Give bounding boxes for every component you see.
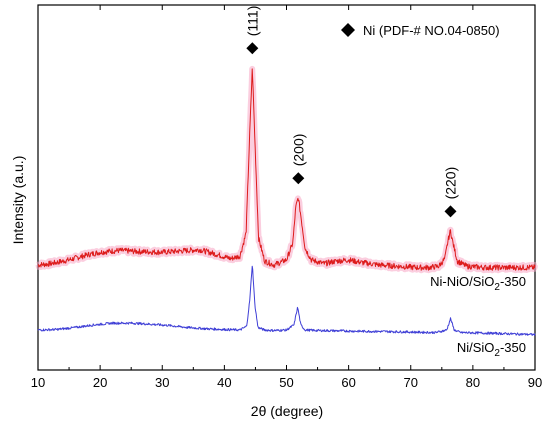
series-label-part: -350 [500,340,526,355]
series-line-1 [37,265,536,336]
x-tick-label-10: 10 [31,375,45,390]
series-label-ni-sio2-350: Ni/SiO2-350 [457,340,526,359]
x-tick-label-40: 40 [217,375,231,390]
peak-marker-2 [444,205,457,218]
series-label-part: -350 [500,274,526,289]
x-tick-label-30: 30 [155,375,169,390]
x-tick-label-50: 50 [279,375,293,390]
peak-label-1: (200) [290,134,306,167]
series-label-part: Ni/SiO [457,340,495,355]
plot-frame [37,4,536,371]
legend-diamond-marker [341,23,355,37]
x-tick-label-20: 20 [93,375,107,390]
peak-marker-0 [246,42,259,55]
peak-marker-1 [292,172,305,185]
x-axis-label: 2θ (degree) [251,403,323,419]
series-label-subscript: 2 [494,348,500,359]
peak-label-2: (220) [443,167,459,200]
series-shade-0 [35,65,538,274]
plot-area: 10 20 30 40 50 60 70 80 90 (111) (200) (220) [31,4,542,390]
y-axis-label: Intensity (a.u.) [10,156,26,245]
legend: Ni (PDF-# NO.04-0850) [341,23,500,38]
legend-text: Ni (PDF-# NO.04-0850) [363,23,500,38]
x-tick-label-70: 70 [404,375,418,390]
peak-label-0: (111) [244,6,260,37]
series-line-0 [37,68,536,271]
series-label-ni-nio-sio2-350: Ni-NiO/SiO2-350 [430,274,526,293]
x-tick-label-60: 60 [341,375,355,390]
series-label-subscript: 2 [494,282,500,293]
x-tick-label-80: 80 [466,375,480,390]
series-label-part: Ni-NiO/SiO [430,274,494,289]
x-tick-label-90: 90 [528,375,542,390]
